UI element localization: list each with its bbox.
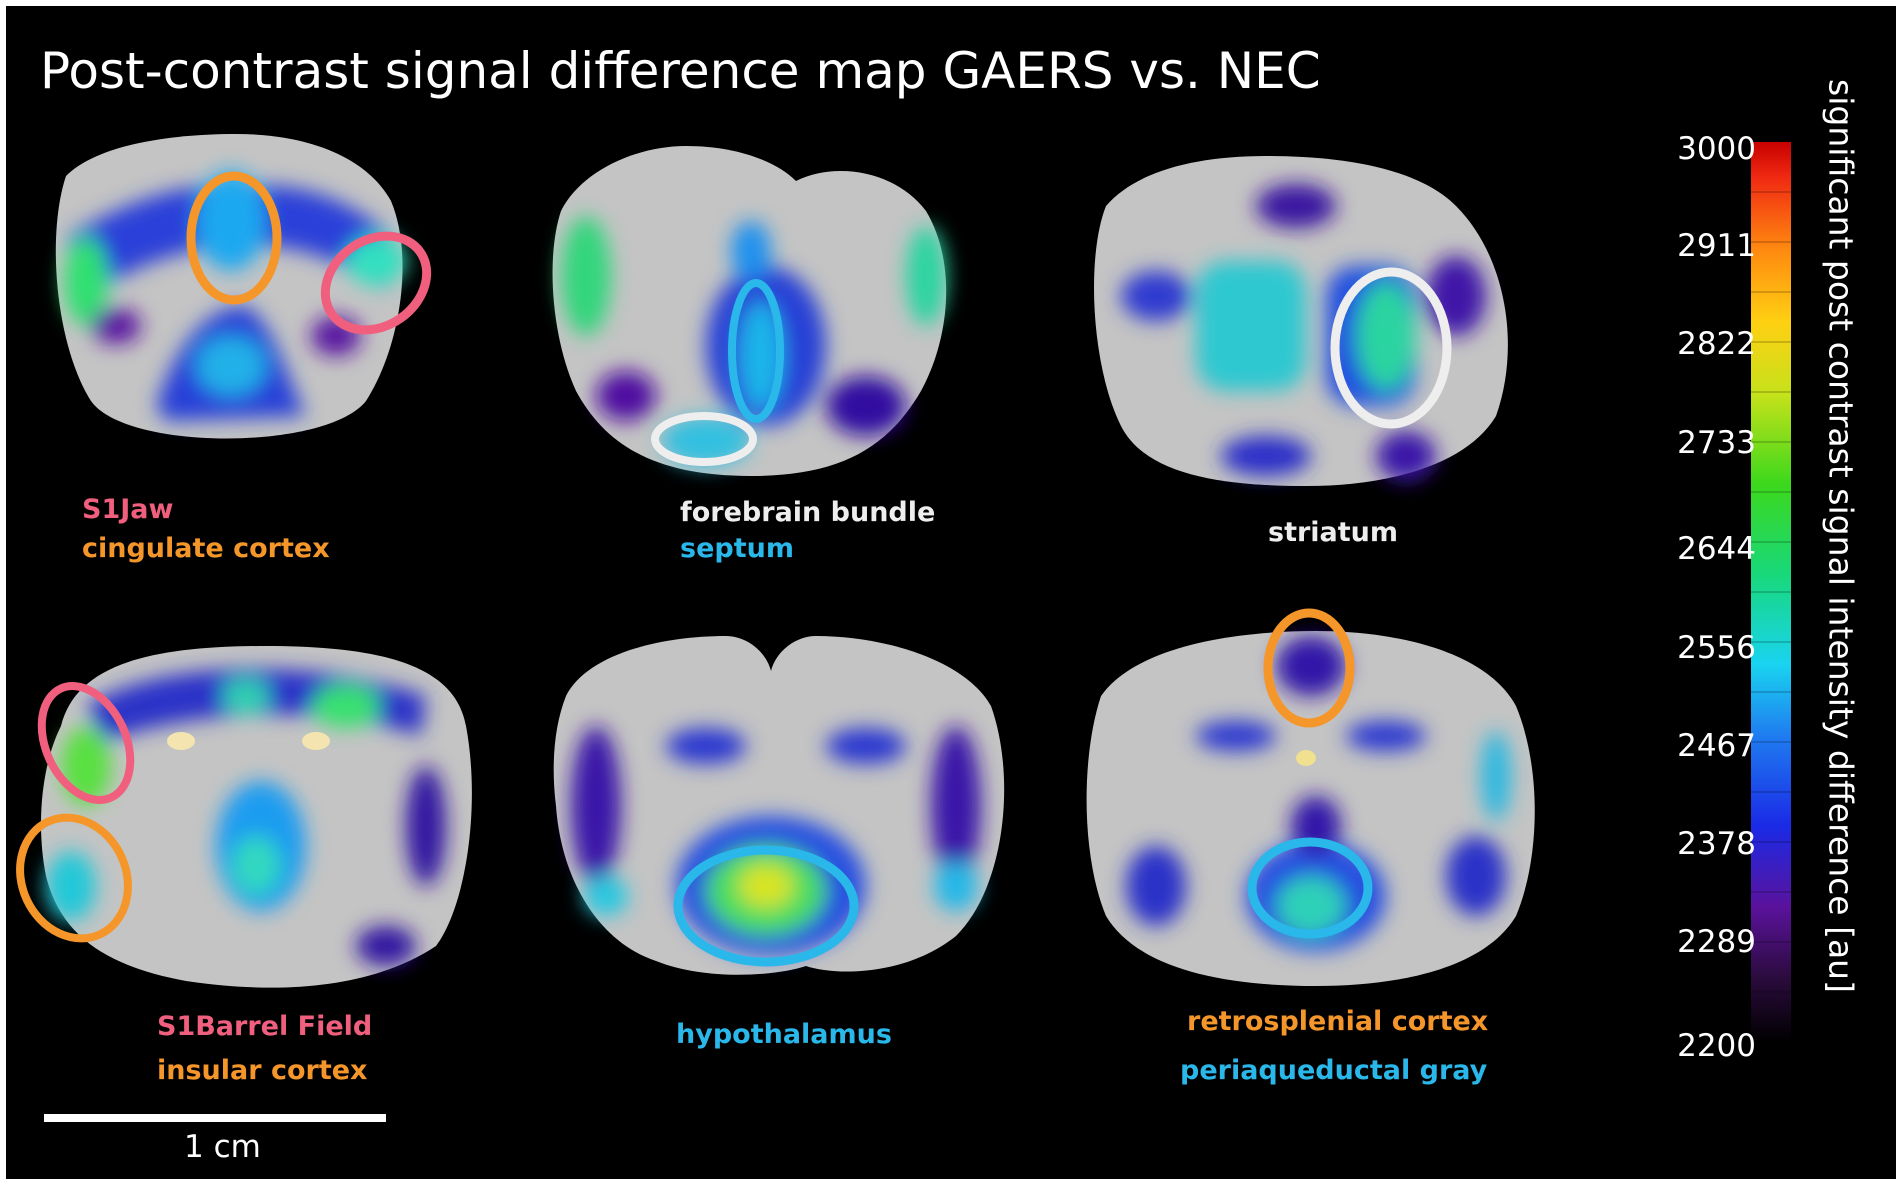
colorbar-tick: 2911 [1677, 228, 1756, 264]
colorbar-tick: 2467 [1677, 728, 1756, 764]
colorbar-tick: 2733 [1677, 425, 1756, 461]
label-cingulate-cortex: cingulate cortex [82, 533, 330, 564]
scale-bar [44, 1114, 386, 1122]
colorbar-tick-labels: 3000 2911 2822 2733 2644 2556 2467 2378 … [1606, 6, 1766, 1179]
insular-cortex-outline [16, 813, 132, 943]
brain-panels [16, 134, 1791, 1122]
label-hypothalamus: hypothalamus [676, 1019, 892, 1050]
brain-slice-4 [41, 646, 472, 988]
s1barrel-field-outline [37, 682, 135, 804]
brain-slice-5 [553, 636, 1005, 975]
hypothalamus-outline [673, 845, 859, 967]
colorbar-tick: 2822 [1677, 326, 1756, 362]
colorbar-tick: 2289 [1677, 924, 1756, 960]
s1jaw-outline [320, 231, 432, 335]
colorbar-tick: 2556 [1677, 630, 1756, 666]
colorbar-tick: 2200 [1677, 1028, 1756, 1064]
label-insular-cortex: insular cortex [157, 1055, 368, 1086]
periaqueductal-gray-outline [1247, 837, 1373, 939]
striatum-outline [1330, 267, 1452, 429]
label-s1barrel-field: S1Barrel Field [157, 1011, 373, 1042]
label-septum: septum [680, 533, 794, 564]
colorbar-tick: 3000 [1677, 131, 1756, 167]
figure-title: Post-contrast signal difference map GAER… [40, 42, 1321, 100]
cingulate-cortex-outline [186, 171, 282, 305]
scale-bar-label: 1 cm [184, 1129, 261, 1165]
brain-slice-2 [552, 146, 947, 476]
forebrain-bundle-outline [651, 412, 757, 466]
label-retrosplenial-cortex: retrosplenial cortex [1187, 1006, 1489, 1037]
brain-slice-1 [55, 134, 406, 439]
figure: Post-contrast signal difference map GAER… [6, 6, 1896, 1179]
retrosplenial-cortex-outline [1263, 608, 1355, 728]
colorbar-gradient [1751, 142, 1791, 1042]
label-forebrain-bundle: forebrain bundle [680, 497, 936, 528]
septum-outline [728, 279, 784, 423]
label-s1jaw: S1Jaw [82, 494, 174, 525]
label-periaqueductal-gray: periaqueductal gray [1180, 1055, 1488, 1086]
colorbar-gridlines [1751, 191, 1791, 993]
colorbar-tick: 2644 [1677, 531, 1756, 567]
colorbar-title: significant post contrast signal intensi… [1821, 79, 1861, 993]
colorbar-tick: 2378 [1677, 826, 1756, 862]
brain-slice-3 [1094, 156, 1508, 486]
label-striatum: striatum [1268, 517, 1399, 548]
